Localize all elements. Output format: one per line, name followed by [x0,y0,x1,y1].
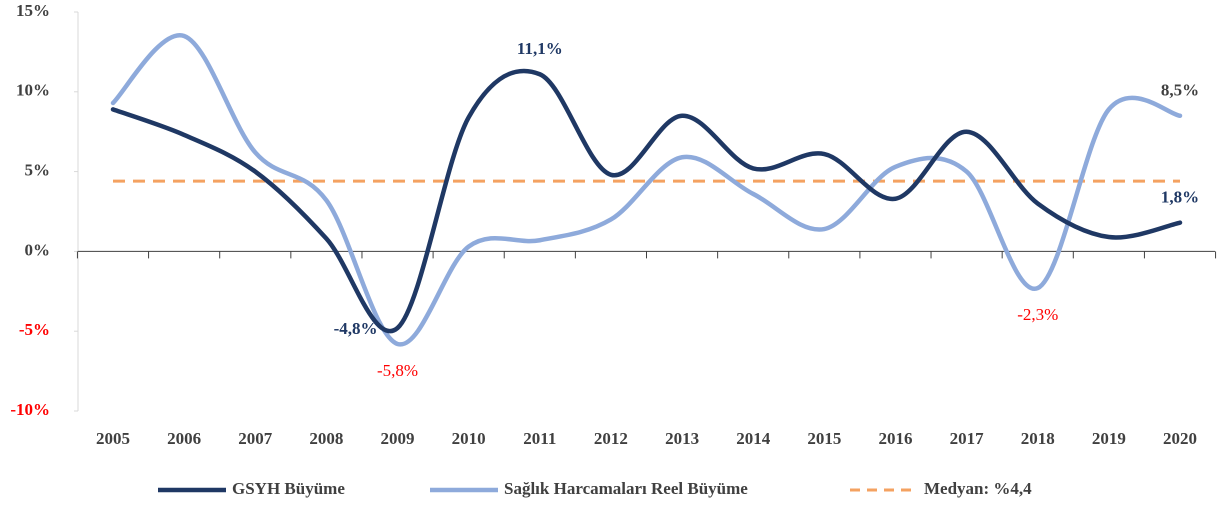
x-tick-label: 2016 [878,429,912,448]
x-tick-label: 2020 [1163,429,1197,448]
x-tick-label: 2014 [736,429,771,448]
data-label: -5,8% [377,361,418,380]
x-tick-label: 2005 [96,429,130,448]
line-series [110,68,1183,334]
x-tick-label: 2013 [665,429,699,448]
x-tick-label: 2008 [309,429,343,448]
x-tick-label: 2019 [1092,429,1126,448]
legend-label: Sağlık Harcamaları Reel Büyüme [504,479,748,498]
data-label: 8,5% [1161,81,1199,100]
data-label: 11,1% [517,39,563,58]
x-tick-label: 2017 [950,429,985,448]
x-tick-label: 2009 [381,429,415,448]
data-label: -2,3% [1017,305,1058,324]
y-tick-label: -10% [10,400,50,419]
x-tick-label: 2010 [452,429,486,448]
y-tick-label: 5% [25,161,51,180]
data-label: 1,8% [1161,188,1199,207]
data-label: -4,8% [334,319,378,338]
y-tick-label: -5% [19,320,50,339]
x-tick-label: 2006 [167,429,201,448]
x-tick-label: 2011 [523,429,556,448]
y-tick-label: 0% [25,240,51,259]
legend-label: GSYH Büyüme [232,479,345,498]
x-tick-label: 2012 [594,429,628,448]
y-tick-label: 15% [16,1,50,20]
x-tick-label: 2018 [1021,429,1055,448]
y-tick-label: 10% [16,81,50,100]
x-tick-label: 2007 [238,429,273,448]
line-series [110,33,1183,347]
legend-label: Medyan: %4,4 [924,479,1032,498]
x-tick-label: 2015 [807,429,841,448]
